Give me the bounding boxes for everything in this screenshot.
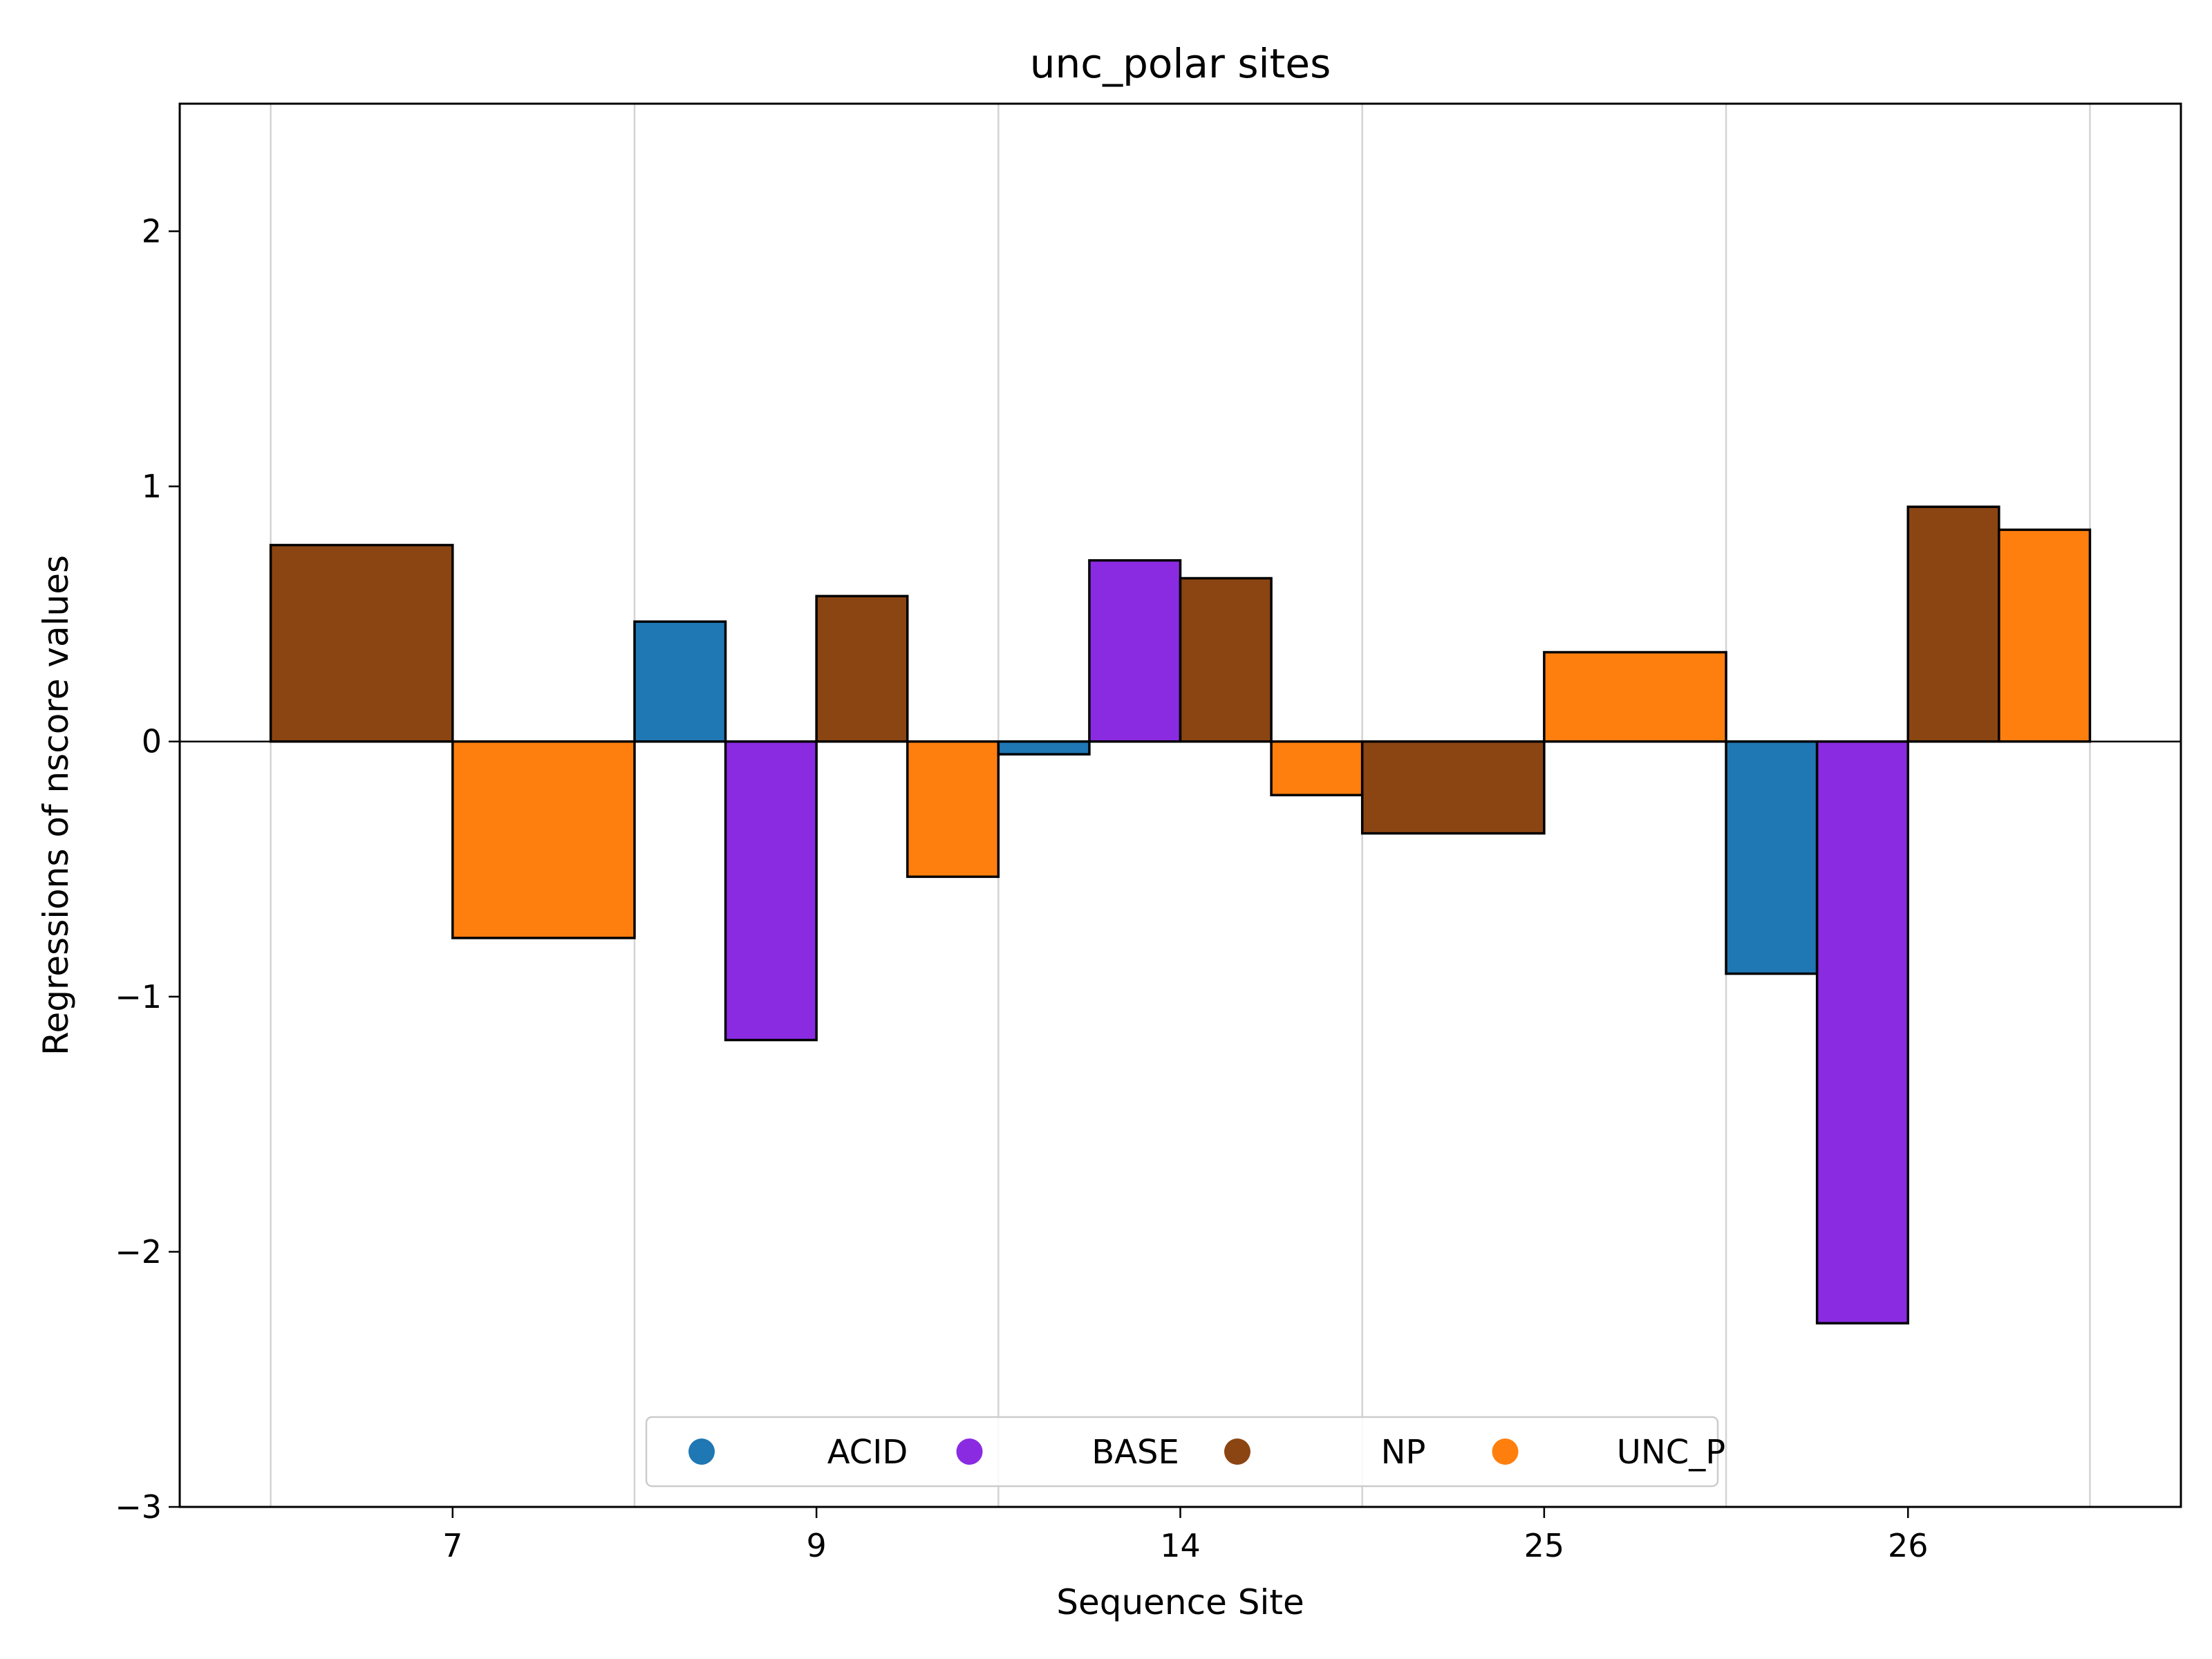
bar-site-25-unc_p [1543,650,1727,743]
bar-site-9-acid [633,620,727,743]
legend-label-base: BASE [1091,1433,1179,1472]
x-tick-label: 14 [1160,1527,1201,1564]
y-tick-label: 1 [142,468,162,505]
legend-label-np: NP [1381,1433,1426,1472]
legend-marker-unc_p [1492,1438,1519,1465]
bar-site-14-np [1179,577,1273,743]
legend: ACID BASE NP UNC_P [645,1416,1726,1488]
legend-marker-np [1224,1438,1250,1465]
y-tick-label: −3 [115,1488,162,1526]
chart-title: unc_polar sites [1030,40,1331,87]
x-axis-label: Sequence Site [1056,1582,1304,1622]
legend-label-unc_p: UNC_P [1617,1433,1726,1472]
bar-site-14-unc_p [1270,740,1364,796]
y-tick-label: 2 [142,213,162,250]
bars [269,505,2092,1325]
bar-site-7-unc_p [451,740,636,939]
bar-site-7-np [269,543,454,743]
y-tick-label: −2 [115,1233,162,1271]
bar-site-26-unc_p [1998,528,2092,743]
bar-site-26-base [1815,740,1909,1325]
legend-marker-base [956,1438,983,1465]
x-tick-label: 25 [1524,1527,1565,1564]
x-tick-label: 26 [1888,1527,1929,1564]
y-axis-ticks: −3 −2 −1 0 1 2 [115,213,180,1526]
bar-site-26-np [1906,505,2000,743]
y-tick-label: −1 [115,978,162,1015]
bar-site-26-acid [1725,740,1819,975]
bar-site-9-base [724,740,818,1042]
legend-label-acid: ACID [827,1433,908,1472]
bar-site-25-np [1360,740,1546,835]
bar-site-14-base [1088,559,1182,743]
x-tick-label: 7 [442,1527,462,1564]
bar-site-9-np [815,594,909,743]
legend-box [645,1416,1719,1488]
legend-marker-acid [688,1438,715,1465]
bar-site-14-acid [997,740,1091,756]
y-tick-label: 0 [142,723,162,760]
bar-site-9-unc_p [906,740,1000,879]
x-axis-ticks: 7 9 14 25 26 [442,1507,1929,1564]
x-tick-label: 9 [806,1527,826,1564]
y-axis-label: Regressions of nscore values [36,555,76,1056]
